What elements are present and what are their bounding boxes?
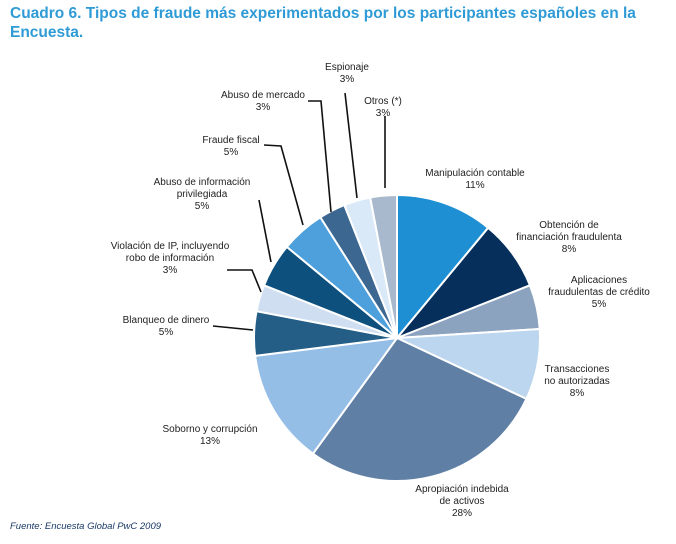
chart-title: Cuadro 6. Tipos de fraude más experiment… xyxy=(10,5,636,41)
pie-slices xyxy=(253,193,542,482)
slice-label: Transacciones no autorizadas 8% xyxy=(544,364,610,399)
source-note: Fuente: Encuesta Global PwC 2009 xyxy=(10,521,162,532)
pie-slice xyxy=(254,336,400,456)
slice-label: Fraude fiscal 5% xyxy=(202,135,259,158)
pie-slice xyxy=(396,193,490,341)
leader-line xyxy=(308,100,332,213)
slice-label: Abuso de mercado 3% xyxy=(221,90,305,113)
slice-label: Abuso de información privilegiada 5% xyxy=(154,177,251,212)
leader-line xyxy=(212,325,254,331)
slice-label: Violación de IP, incluyendo robo de infor… xyxy=(111,241,230,276)
slice-percent: 8% xyxy=(570,388,585,399)
slice-label: Espionaje 3% xyxy=(325,62,369,85)
slice-label: Soborno y corrupción 13% xyxy=(162,424,257,447)
slice-percent: 28% xyxy=(452,508,472,519)
slice-percent: 8% xyxy=(562,244,577,255)
slice-percent: 3% xyxy=(376,108,391,119)
slice-percent: 5% xyxy=(159,327,174,338)
pie-slice xyxy=(311,336,528,482)
leader-lines xyxy=(212,92,386,331)
slice-percent: 11% xyxy=(465,180,484,191)
slice-label: Blanqueo de dinero 5% xyxy=(123,315,210,338)
slice-percent: 13% xyxy=(200,436,220,447)
slice-percent: 5% xyxy=(592,299,607,310)
slice-percent: 5% xyxy=(224,147,239,158)
slice-labels: Manipulación contable 11% Obtención de fina… xyxy=(111,62,651,519)
slice-percent: 3% xyxy=(256,102,271,113)
leader-line xyxy=(227,269,262,293)
slice-label: Manipulación contable 11% xyxy=(425,168,525,191)
pie-slice xyxy=(369,193,398,339)
slice-percent: 5% xyxy=(195,201,210,212)
slice-label: Otros (*) 3% xyxy=(364,96,402,119)
leader-line xyxy=(263,144,304,226)
slice-label: Obtención de financiación fraudulenta 8% xyxy=(516,220,622,255)
slice-label: Aplicaciones fraudulentas de crédito 5% xyxy=(548,275,650,310)
slice-percent: 3% xyxy=(163,265,178,276)
leader-line xyxy=(258,199,272,263)
slice-percent: 3% xyxy=(340,74,355,85)
leader-line xyxy=(344,92,358,199)
slice-label: Apropiación indebida de activos 28% xyxy=(415,484,509,519)
